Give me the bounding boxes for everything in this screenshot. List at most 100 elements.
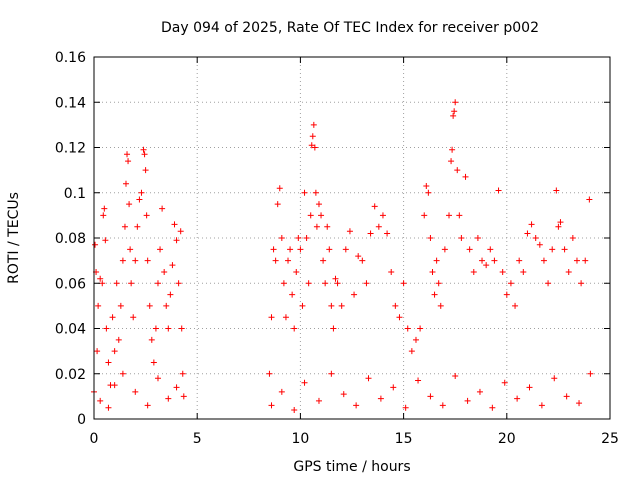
data-point <box>163 302 170 309</box>
data-point <box>282 314 289 321</box>
data-point <box>503 291 510 298</box>
data-point <box>177 228 184 235</box>
data-point <box>359 257 366 264</box>
data-point <box>285 257 292 264</box>
data-point <box>119 370 126 377</box>
data-point <box>115 336 122 343</box>
data-point <box>326 246 333 253</box>
y-tick-label: 0.08 <box>55 231 86 247</box>
data-point <box>328 302 335 309</box>
y-axis-label: ROTI / TECUs <box>6 192 22 284</box>
data-point <box>167 291 174 298</box>
data-point <box>520 268 527 275</box>
data-point <box>417 325 424 332</box>
data-point <box>375 223 382 230</box>
data-point <box>435 280 442 287</box>
data-point <box>464 397 471 404</box>
data-point <box>103 325 110 332</box>
data-point <box>441 246 448 253</box>
data-point <box>291 406 298 413</box>
data-point <box>152 325 159 332</box>
data-point <box>402 404 409 411</box>
data-point <box>111 348 118 355</box>
data-point <box>318 212 325 219</box>
data-point <box>278 235 285 241</box>
data-point <box>142 167 149 174</box>
data-point <box>355 253 362 260</box>
data-point <box>346 228 353 235</box>
data-point <box>313 223 320 230</box>
data-point <box>573 257 580 264</box>
data-point <box>272 257 279 264</box>
data-point <box>446 212 453 219</box>
data-point <box>289 291 296 298</box>
data-point <box>458 235 465 241</box>
data-point <box>569 235 576 241</box>
data-point <box>563 393 570 400</box>
y-tick-label: 0.04 <box>55 322 86 338</box>
data-point <box>353 402 360 409</box>
data-point <box>532 235 539 241</box>
data-point <box>122 180 129 187</box>
data-point <box>338 302 345 309</box>
data-point <box>100 212 107 219</box>
data-point <box>146 302 153 309</box>
data-point <box>576 400 583 407</box>
data-point <box>392 302 399 309</box>
data-point <box>127 246 134 253</box>
data-point <box>165 395 172 402</box>
data-point <box>421 212 428 219</box>
data-point <box>143 212 150 219</box>
data-point <box>141 151 148 158</box>
data-point <box>315 201 322 208</box>
data-point <box>433 257 440 264</box>
data-point <box>448 158 455 165</box>
data-point <box>310 121 317 128</box>
y-tick-label: 0.02 <box>55 367 86 383</box>
data-point <box>105 359 112 366</box>
data-point <box>365 375 372 382</box>
data-point <box>470 268 477 275</box>
data-point <box>388 268 395 275</box>
data-point <box>452 99 459 106</box>
data-point <box>280 280 287 287</box>
data-point <box>111 382 118 389</box>
data-point <box>297 246 304 253</box>
data-point <box>128 280 135 287</box>
data-point <box>384 230 391 237</box>
data-point <box>101 205 108 212</box>
data-point <box>390 384 397 391</box>
data-point <box>557 219 564 226</box>
data-point <box>524 230 531 237</box>
y-tick-label: 0.1 <box>64 186 86 202</box>
data-point <box>501 379 508 386</box>
x-tick-label: 10 <box>291 431 309 447</box>
data-point <box>315 397 322 404</box>
data-point <box>586 196 593 203</box>
data-point <box>427 393 434 400</box>
data-point <box>456 212 463 219</box>
data-point <box>396 314 403 321</box>
grid-layer <box>94 57 610 419</box>
data-point <box>342 246 349 253</box>
data-point <box>305 280 312 287</box>
data-point <box>154 375 161 382</box>
data-point <box>154 280 161 287</box>
data-point <box>578 280 585 287</box>
data-point <box>132 257 139 264</box>
data-point <box>540 257 547 264</box>
x-axis-label: GPS time / hours <box>293 459 410 475</box>
data-point <box>268 314 275 321</box>
data-point <box>528 221 535 228</box>
data-point <box>400 280 407 287</box>
data-point <box>309 133 316 140</box>
data-point <box>371 203 378 210</box>
data-point <box>427 235 434 241</box>
data-point <box>474 235 481 241</box>
data-point <box>330 325 337 332</box>
data-point <box>94 348 101 355</box>
data-point <box>171 221 178 228</box>
data-point <box>293 268 300 275</box>
data-point <box>429 268 436 275</box>
data-point <box>526 384 533 391</box>
